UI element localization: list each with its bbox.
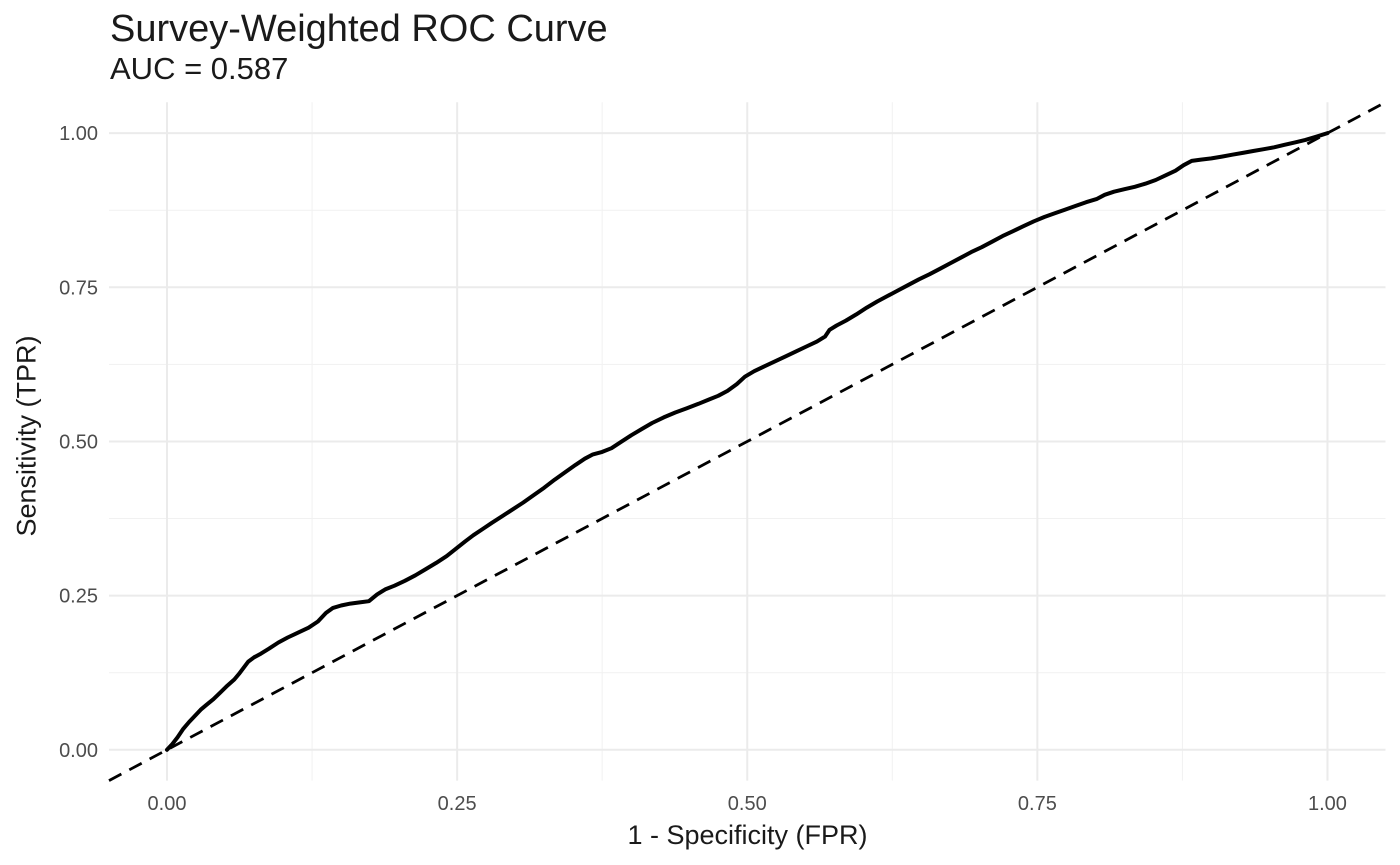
diagonal-reference-line xyxy=(108,101,1387,782)
y-tick-label: 0.50 xyxy=(59,431,98,453)
x-tick-label: 0.75 xyxy=(1018,793,1057,815)
chart-title: Survey-Weighted ROC Curve xyxy=(110,8,608,50)
y-tick-label: 1.00 xyxy=(59,123,98,145)
y-tick-label: 0.75 xyxy=(59,277,98,299)
x-tick-label: 0.00 xyxy=(148,793,187,815)
x-tick-label: 1.00 xyxy=(1308,793,1347,815)
x-axis-title: 1 - Specificity (FPR) xyxy=(627,820,868,850)
y-tick-label: 0.25 xyxy=(59,586,98,608)
y-axis-title: Sensitivity (TPR) xyxy=(11,335,42,537)
roc-curve-line xyxy=(165,131,1330,752)
chart-subtitle-auc: AUC = 0.587 xyxy=(110,51,289,86)
x-tick-label: 0.25 xyxy=(438,793,477,815)
y-tick-label: 0.00 xyxy=(59,740,98,762)
x-tick-label: 0.50 xyxy=(728,793,767,815)
